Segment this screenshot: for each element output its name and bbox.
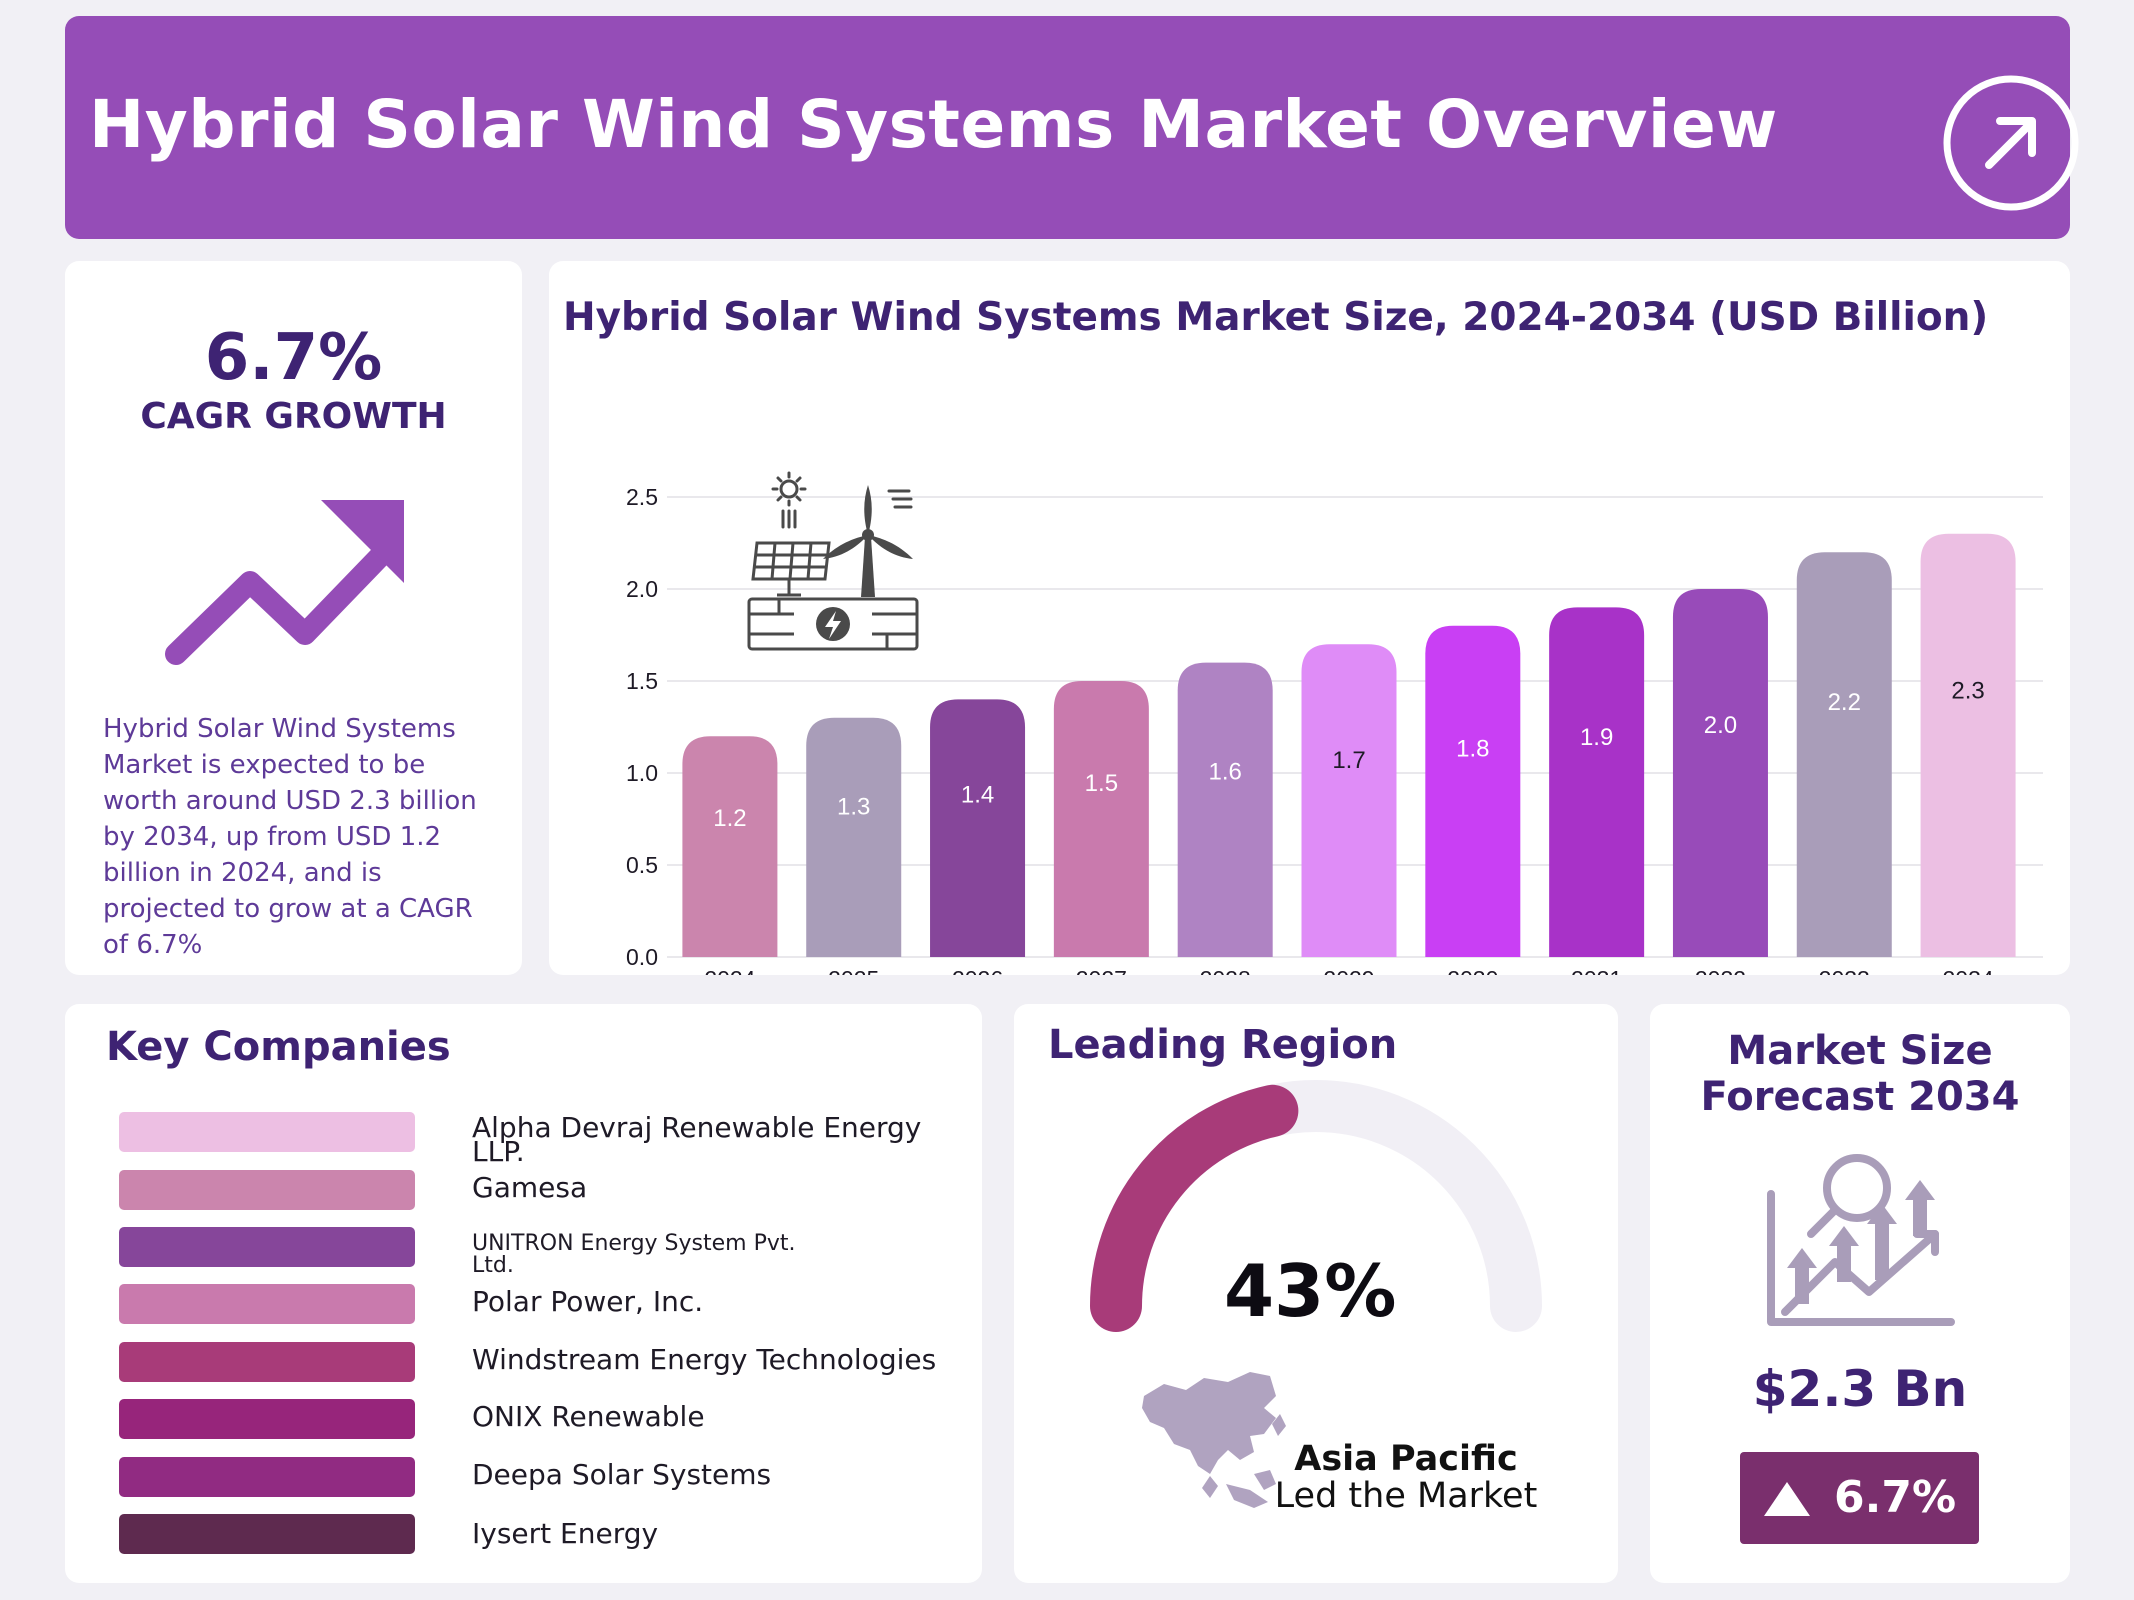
bar-2030 (1425, 625, 1521, 957)
forecast-card: Market Size Forecast 2034 $2.3 Bn 6.7% (1650, 1004, 2070, 1583)
company-color-bar (119, 1170, 415, 1210)
x-tick-label: 2032 (1695, 966, 1746, 975)
company-color-bar (119, 1514, 415, 1554)
company-name: Deepa Solar Systems (472, 1458, 772, 1491)
cagr-label: CAGR GROWTH (140, 396, 447, 437)
market-size-bar-chart: 0.0 0.5 1.0 1.5 2.0 2.5 1.2 1.3 1.4 1.5 1.6 1.7 1.8… (626, 471, 2043, 975)
region-subtitle: Led the Market (1274, 1476, 1538, 1516)
bar-value-label: 2.0 (1704, 712, 1737, 739)
company-name: Alpha Devraj Renewable Energy LLP. (472, 1111, 922, 1168)
company-color-bar (119, 1399, 415, 1439)
gauge-fill (1090, 1084, 1299, 1332)
triangle-up-icon (1764, 1482, 1810, 1516)
bar-2026 (930, 699, 1026, 957)
bar-2027 (1053, 681, 1149, 957)
solar-wind-hybrid-icon (747, 471, 919, 651)
market-size-chart-card: 0.0 0.5 1.0 1.5 2.0 2.5 1.2 1.3 1.4 1.5 1.6 1.7 1.8… (549, 261, 2070, 975)
bar-2033 (1796, 552, 1892, 957)
company-name: Polar Power, Inc. (472, 1285, 704, 1318)
x-tick-label: 2026 (952, 966, 1003, 975)
chart-y-axis: 0.0 0.5 1.0 1.5 2.0 2.5 (626, 484, 658, 970)
bar-value-label: 2.2 (1828, 689, 1861, 716)
x-tick-label: 2029 (1323, 966, 1374, 975)
company-color-bar (119, 1342, 415, 1382)
x-tick-label: 2031 (1571, 966, 1622, 975)
bar-value-label: 1.9 (1580, 724, 1613, 751)
bar-2032 (1672, 589, 1768, 957)
growth-badge: 6.7% (1740, 1452, 1979, 1544)
x-tick-label: 2034 (1943, 966, 1994, 975)
x-tick-label: 2033 (1819, 966, 1870, 975)
company-row: Alpha Devraj Renewable Energy LLP. (119, 1108, 939, 1166)
company-row: Deepa Solar Systems (119, 1453, 939, 1501)
bar-value-label: 1.3 (837, 793, 870, 820)
company-name: Windstream Energy Technologies (472, 1343, 937, 1376)
x-tick-label: 2028 (1200, 966, 1251, 975)
bar-value-label: 1.2 (713, 805, 746, 832)
bar-2028 (1177, 662, 1273, 957)
bar-2034 (1920, 533, 2016, 957)
chart-title: Hybrid Solar Wind Systems Market Size, 2… (563, 295, 1989, 340)
bar-2024 (682, 736, 778, 957)
leading-region-title: Leading Region (1048, 1022, 1398, 1068)
y-tick-label: 2.0 (626, 576, 658, 602)
bar-2029 (1301, 644, 1397, 957)
header-banner: Hybrid Solar Wind Systems Market Overvie… (65, 16, 2079, 239)
bar-value-label: 1.7 (1332, 747, 1365, 774)
company-row: Windstream Energy Technologies (119, 1338, 939, 1386)
page-title: Hybrid Solar Wind Systems Market Overvie… (89, 86, 1778, 163)
y-tick-label: 0.5 (626, 852, 658, 878)
key-companies-card: Key Companies Alpha Devraj Renewable Ene… (65, 1004, 982, 1583)
chart-bars: 1.2 1.3 1.4 1.5 1.6 1.7 1.8 1.9 2.0 2.2 2.3 (682, 533, 2016, 957)
bar-value-label: 1.6 (1208, 759, 1241, 786)
company-row: ONIX Renewable (119, 1395, 939, 1443)
bar-value-label: 1.5 (1085, 770, 1118, 797)
bar-2031 (1549, 607, 1645, 957)
company-name: UNITRON Energy System Pvt. Ltd. (472, 1231, 796, 1278)
cagr-description: Hybrid Solar Wind Systems Market is expe… (103, 714, 477, 960)
forecast-value: $2.3 Bn (1752, 1360, 1968, 1418)
leading-region-card: Leading Region 43% Asia Pacific Led the … (1014, 1004, 1618, 1583)
x-tick-label: 2025 (828, 966, 879, 975)
y-tick-label: 0.0 (626, 944, 658, 970)
forecast-title-line2: Forecast 2034 (1700, 1074, 2020, 1120)
company-color-bar (119, 1227, 415, 1267)
bar-value-label: 2.3 (1951, 677, 1984, 704)
bar-2025 (806, 717, 902, 957)
company-row: Polar Power, Inc. (119, 1280, 939, 1328)
market-growth-magnifier-icon (1767, 1154, 1955, 1326)
cagr-value: 6.7% (204, 321, 383, 395)
region-share-percent: 43% (1224, 1249, 1397, 1333)
trend-up-icon (165, 500, 404, 665)
company-name: Gamesa (472, 1171, 588, 1204)
company-row: Gamesa (119, 1166, 939, 1214)
growth-value: 6.7% (1834, 1472, 1957, 1523)
company-color-bar (119, 1112, 415, 1152)
cagr-card: 6.7% CAGR GROWTH Hybrid Solar Wind Syste… (65, 261, 522, 975)
key-companies-title: Key Companies (106, 1024, 451, 1070)
bar-value-label: 1.8 (1456, 735, 1489, 762)
region-name: Asia Pacific (1294, 1439, 1518, 1479)
y-tick-label: 1.5 (626, 668, 658, 694)
x-tick-label: 2027 (1076, 966, 1127, 975)
company-color-bar (119, 1457, 415, 1497)
y-tick-label: 2.5 (626, 484, 658, 510)
forecast-title-line1: Market Size (1727, 1028, 1993, 1074)
bar-value-label: 1.4 (961, 782, 994, 809)
region-share-gauge (1090, 1080, 1542, 1508)
asia-pacific-map-icon (1142, 1372, 1286, 1508)
company-row: UNITRON Energy System Pvt. Ltd. (119, 1223, 939, 1277)
chart-x-axis: 2024 2025 2026 2027 2028 2029 2030 2031 2032 2033… (704, 966, 1994, 975)
forecast-title: Market Size Forecast 2034 (1650, 1028, 2070, 1120)
company-color-bar (119, 1284, 415, 1324)
company-name: ONIX Renewable (472, 1400, 705, 1433)
y-tick-label: 1.0 (626, 760, 658, 786)
x-tick-label: 2030 (1447, 966, 1498, 975)
company-row: Iysert Energy (119, 1510, 939, 1558)
x-tick-label: 2024 (704, 966, 755, 975)
arrow-up-right-icon[interactable] (1942, 74, 2080, 212)
company-name: Iysert Energy (472, 1517, 659, 1550)
